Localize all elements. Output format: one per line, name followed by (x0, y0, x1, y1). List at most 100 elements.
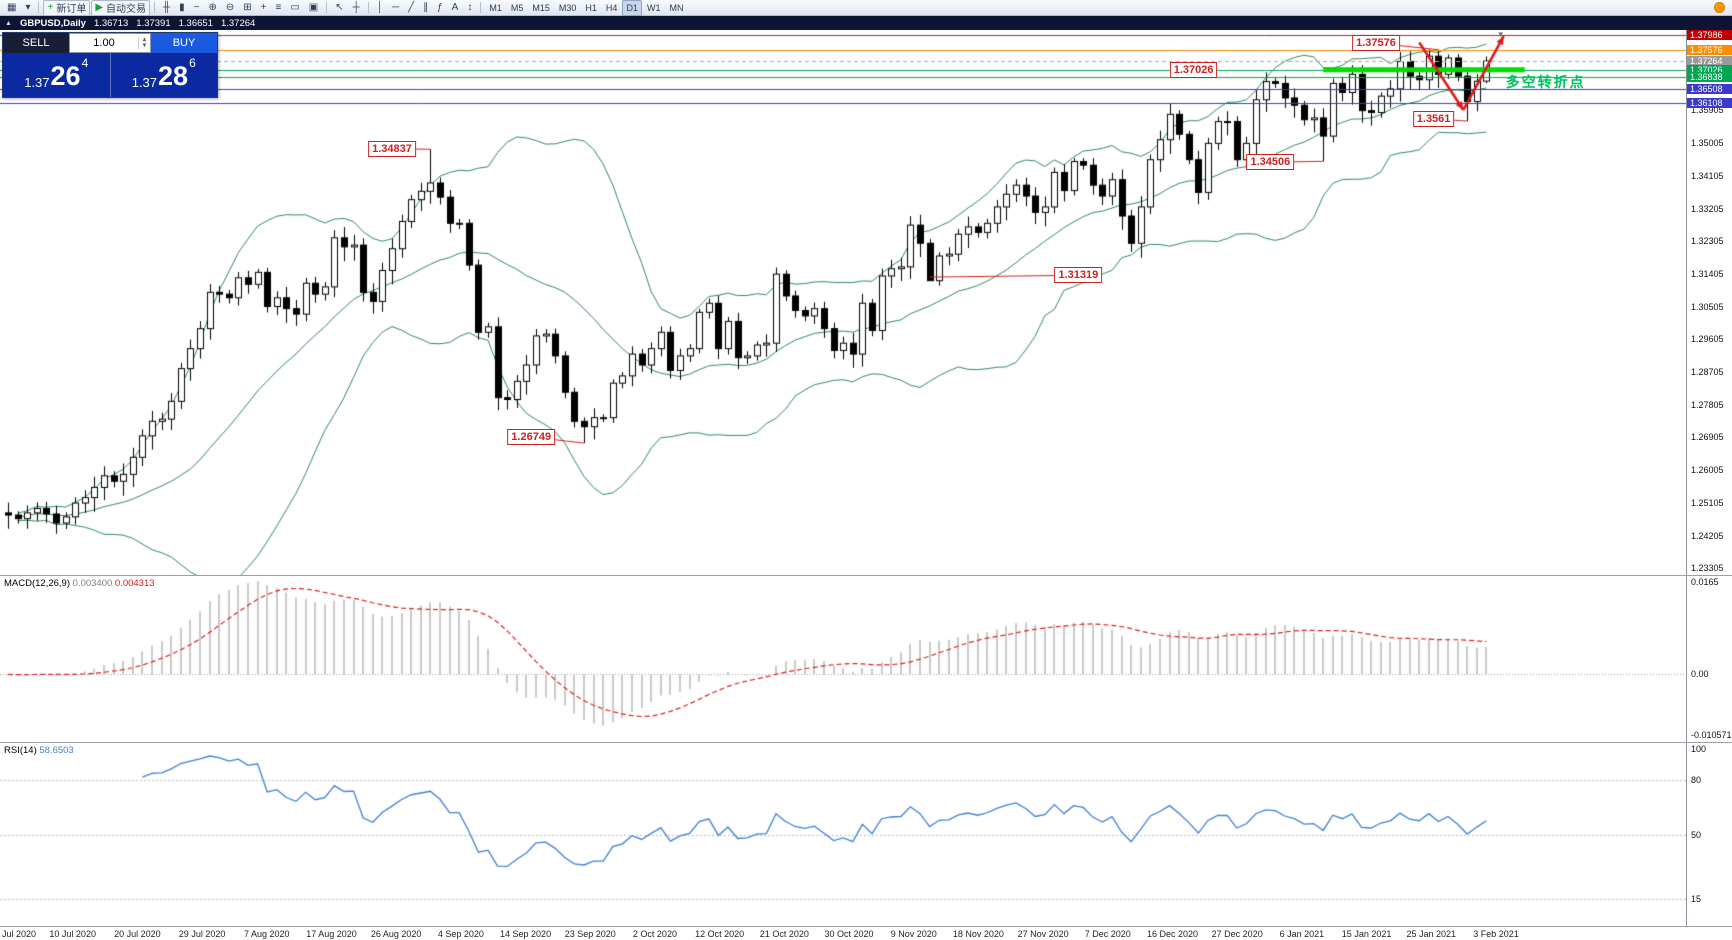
price-tick: 1.31405 (1691, 268, 1724, 279)
price-level-badge: 1.36108 (1687, 98, 1732, 109)
line-chart-button-icon: ~ (193, 1, 200, 13)
price-scale[interactable]: 1.35905 1.35005 1.34105 1.33205 1.32305 1.314… (1686, 29, 1732, 575)
timeframe-w1-button[interactable]: W1 (643, 0, 665, 16)
date-label: 15 Jan 2021 (1341, 929, 1392, 939)
toolbar-separator (367, 2, 369, 13)
price-tick: 1.23305 (1691, 563, 1724, 574)
date-label: 25 Jan 2021 (1406, 929, 1457, 939)
channel-button[interactable]: ∥ (419, 0, 432, 16)
macd-scale[interactable]: 0.0165 0.00 -0.010571 (1686, 576, 1732, 742)
date-label: 26 Aug 2020 (370, 929, 422, 939)
line-chart-button[interactable]: ~ (190, 0, 204, 16)
new-order-button[interactable]: + 新订单 (43, 0, 91, 16)
panel-separator[interactable] (0, 575, 1732, 576)
date-label: 3 Feb 2021 (1473, 929, 1519, 939)
vertical-line-button[interactable]: │ (373, 0, 387, 16)
date-label: 12 Oct 2020 (695, 929, 745, 939)
date-label: 23 Sep 2020 (564, 929, 616, 939)
trendline-button[interactable]: ╱ (404, 0, 418, 16)
price-annotation[interactable]: 1.31319 (1054, 267, 1103, 284)
ask-pips: 28 (158, 61, 189, 91)
price-tick: 1.35005 (1691, 138, 1724, 149)
text-button[interactable]: A (448, 0, 463, 16)
price-annotation[interactable]: 1.26749 (507, 428, 556, 445)
price-tick: 1.34105 (1691, 170, 1724, 181)
timeframe-m5-button[interactable]: M5 (507, 0, 528, 16)
horizontal-line-button[interactable]: ─ (388, 0, 403, 16)
date-label: 27 Nov 2020 (1017, 929, 1069, 939)
rsi-scale[interactable]: 100 80 50 15 (1686, 743, 1732, 926)
new-order-button-label: 新订单 (56, 4, 87, 15)
price-tick: 1.30505 (1691, 301, 1724, 312)
timeframe-h4-button[interactable]: H4 (602, 0, 622, 16)
macd-panel-canvas[interactable] (0, 576, 1686, 742)
timeframe-mn-button[interactable]: MN (665, 0, 687, 16)
buy-button[interactable]: BUY (151, 33, 217, 53)
price-annotation[interactable]: 1.3561 (1412, 110, 1455, 127)
volume-up-icon[interactable]: ▲ (141, 37, 148, 43)
price-annotation[interactable]: 1.37576 (1352, 35, 1400, 52)
sell-button[interactable]: SELL (3, 33, 69, 53)
price-tick: 1.25105 (1691, 497, 1724, 508)
macd-scale-label: 0.0165 (1691, 577, 1719, 587)
charts-window-button[interactable]: ▦ (3, 0, 20, 16)
arrows-button[interactable]: ↕ (463, 0, 476, 16)
ask-price[interactable]: 1.37 28 6 (111, 53, 218, 97)
bid-price[interactable]: 1.37 26 4 (3, 53, 110, 97)
date-label: 29 Jul 2020 (178, 929, 226, 939)
zoom-out-button[interactable]: ⊖ (222, 0, 238, 16)
zoom-out-button-icon: ⊖ (225, 1, 235, 13)
price-annotation[interactable]: 1.34837 (368, 140, 416, 157)
timeframe-m15-button[interactable]: M15 (528, 0, 554, 16)
bar-chart-button[interactable]: ╫ (159, 0, 174, 16)
navigator-button[interactable]: ≡ (272, 0, 286, 16)
indicators-button-icon: + (260, 1, 267, 13)
community-button[interactable] (1710, 0, 1729, 16)
rsi-panel-canvas[interactable] (0, 743, 1686, 926)
templates-button[interactable]: ▣ (305, 0, 322, 16)
price-level-badge: 1.37986 (1687, 29, 1732, 40)
price-level-badge: 1.37264 (1687, 56, 1732, 67)
panel-separator[interactable] (0, 742, 1732, 743)
toolbar-separator (38, 2, 40, 13)
price-level-badge: 1.36838 (1687, 71, 1732, 82)
autotrade-button[interactable]: ▶ 自动交易 (91, 0, 151, 16)
fibonacci-button[interactable]: ƒ (433, 0, 447, 16)
macd-scale-label: 0.00 (1691, 669, 1709, 680)
cursor-button-icon: ↖ (335, 1, 344, 13)
price-level-badge: 1.36508 (1687, 83, 1732, 94)
zoom-in-button[interactable]: ⊕ (204, 0, 220, 16)
tile-windows-button[interactable]: ⊞ (239, 0, 255, 16)
timeframe-m30-button[interactable]: M30 (555, 0, 581, 16)
price-chart-canvas[interactable] (0, 30, 1686, 575)
terminal-button[interactable]: ▭ (286, 0, 303, 16)
timeframe-h1-button[interactable]: H1 (581, 0, 601, 16)
bar-chart-button-icon: ╫ (163, 1, 171, 13)
date-label: 21 Oct 2020 (759, 929, 809, 939)
close-value: 1.37264 (220, 17, 256, 29)
open-value: 1.36713 (93, 17, 129, 29)
date-label: 27 Dec 2020 (1211, 929, 1263, 939)
volume-input[interactable] (70, 36, 138, 50)
templates-button-icon: ▣ (308, 1, 319, 13)
macd-scale-label: -0.010571 (1691, 729, 1732, 740)
timeframe-d1-button[interactable]: D1 (622, 0, 642, 16)
date-label: 2 Oct 2020 (632, 929, 677, 939)
chart-note-text[interactable]: 多空转折点 (1505, 74, 1586, 91)
crosshair-button[interactable]: ┼ (349, 0, 364, 16)
collapse-icon[interactable]: ▲ (5, 19, 12, 27)
autotrade-button-icon: ▶ (95, 1, 104, 13)
price-annotation[interactable]: 1.34506 (1246, 154, 1295, 171)
timeframe-m1-button[interactable]: M1 (485, 0, 506, 16)
indicators-button[interactable]: + (257, 0, 271, 16)
date-label: 7 Dec 2020 (1084, 929, 1131, 939)
date-axis[interactable]: Jul 2020 10 Jul 2020 20 Jul 2020 29 Jul 202… (0, 927, 1732, 940)
window-list-button[interactable]: ▾ (21, 0, 34, 16)
price-annotation[interactable]: 1.37026 (1169, 61, 1218, 78)
candlestick-chart-button[interactable]: ▮ (175, 0, 189, 16)
cursor-button[interactable]: ↖ (331, 0, 347, 16)
date-label: 7 Aug 2020 (243, 929, 290, 939)
volume-down-icon[interactable]: ▼ (141, 43, 148, 49)
ask-prefix: 1.37 (131, 75, 158, 90)
